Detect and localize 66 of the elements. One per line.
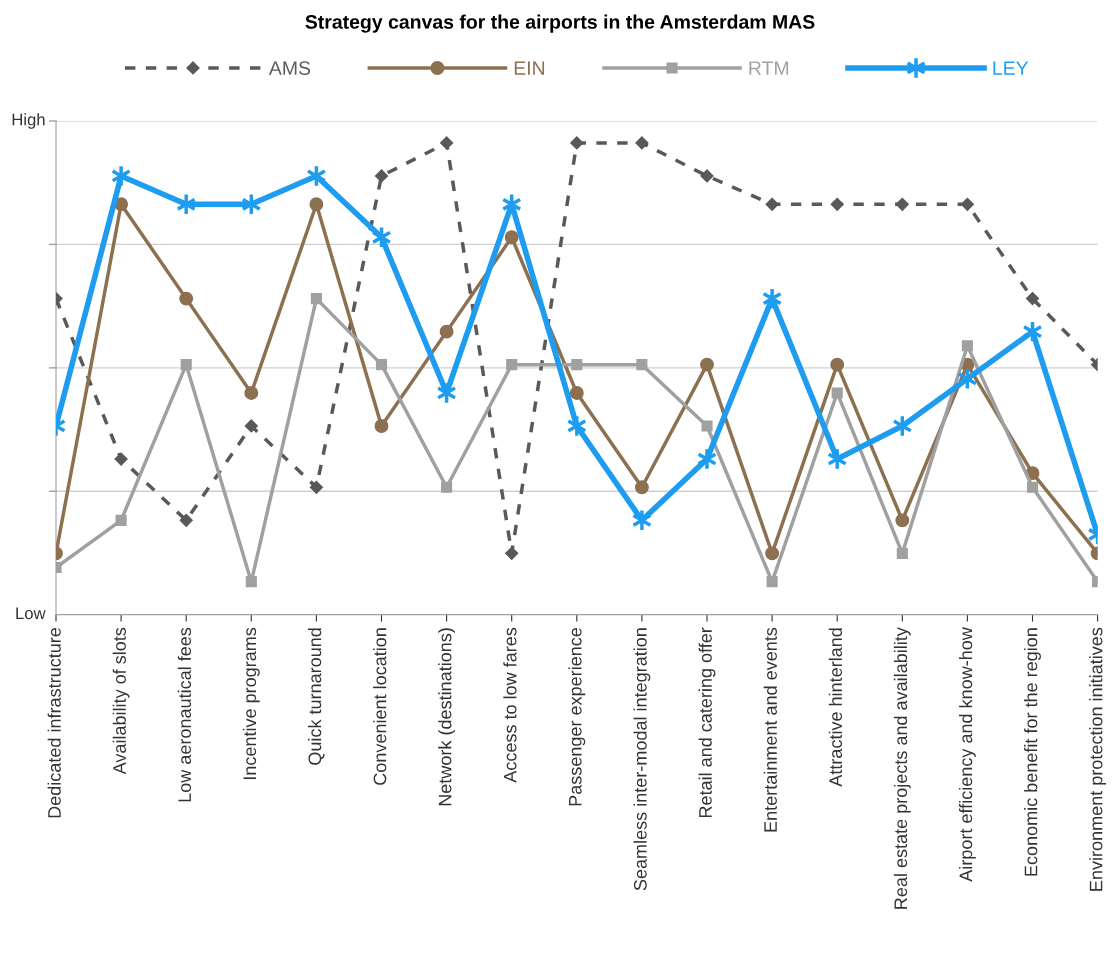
point (440, 136, 454, 150)
x-tick-label: Retail and catering offer (698, 627, 716, 818)
x-tick-label: Availability of slots (112, 627, 130, 775)
point (115, 514, 127, 526)
point (244, 419, 258, 433)
point (441, 481, 453, 493)
text: EIN (514, 61, 545, 75)
point (895, 513, 910, 528)
point (960, 197, 974, 211)
point (310, 293, 322, 305)
point (831, 387, 843, 399)
text: LEY (993, 61, 1029, 75)
point (179, 291, 194, 306)
point (830, 197, 844, 211)
point (1026, 481, 1039, 493)
point (830, 357, 845, 372)
x-tick-label: Airport efficiency and know-how (958, 627, 976, 882)
point (895, 197, 909, 211)
point (179, 513, 193, 527)
point (504, 230, 519, 245)
point (961, 340, 973, 352)
x-tick-label: Network (destinations) (438, 628, 456, 806)
point (700, 169, 714, 183)
point (374, 419, 389, 433)
x-tick-label: Quick turnaround (307, 628, 325, 765)
point (634, 480, 649, 495)
point (700, 357, 714, 372)
point (245, 576, 257, 588)
point (765, 546, 780, 561)
point (114, 452, 128, 466)
text: AMS (268, 61, 311, 75)
point (635, 136, 649, 150)
point (180, 359, 192, 371)
x-tick-label: Real estate projects and availability (893, 627, 911, 909)
x-tick-label: Low aeronautical fees (177, 627, 192, 802)
text: RTM (749, 61, 789, 75)
point (570, 136, 584, 150)
x-tick-label: Dedicated infrastructure (47, 627, 61, 818)
text: Low (16, 607, 46, 620)
point (896, 547, 908, 559)
point (505, 546, 519, 560)
point (506, 359, 518, 371)
point (244, 386, 259, 400)
x-tick-label: Access to low fares (503, 627, 517, 783)
point (569, 386, 584, 400)
point (375, 359, 388, 371)
point (766, 576, 778, 588)
point (765, 197, 779, 211)
point (309, 480, 323, 494)
text: High (12, 113, 45, 129)
x-tick-label: Incentive programs (242, 627, 260, 780)
point (571, 359, 583, 371)
x-tick-label: Convenient location (373, 628, 387, 785)
point (374, 169, 389, 183)
x-tick-label: Seamless inter-modal integration (633, 628, 651, 891)
x-tick-label: Entertainment and events (763, 627, 777, 832)
x-tick-label: Environment protection initiatives (1089, 627, 1107, 891)
x-tick-label: Economic benefit for the region (1024, 628, 1041, 876)
point (309, 197, 324, 212)
point (1025, 292, 1040, 306)
point (636, 359, 648, 371)
point (439, 324, 454, 339)
x-tick-label: Attractive hinterland (828, 628, 843, 787)
chart-title: Strategy canvas for the airports in the Amsterdam MAS (305, 14, 815, 33)
point (701, 420, 713, 432)
x-tick-label: Passenger experience (568, 627, 586, 806)
